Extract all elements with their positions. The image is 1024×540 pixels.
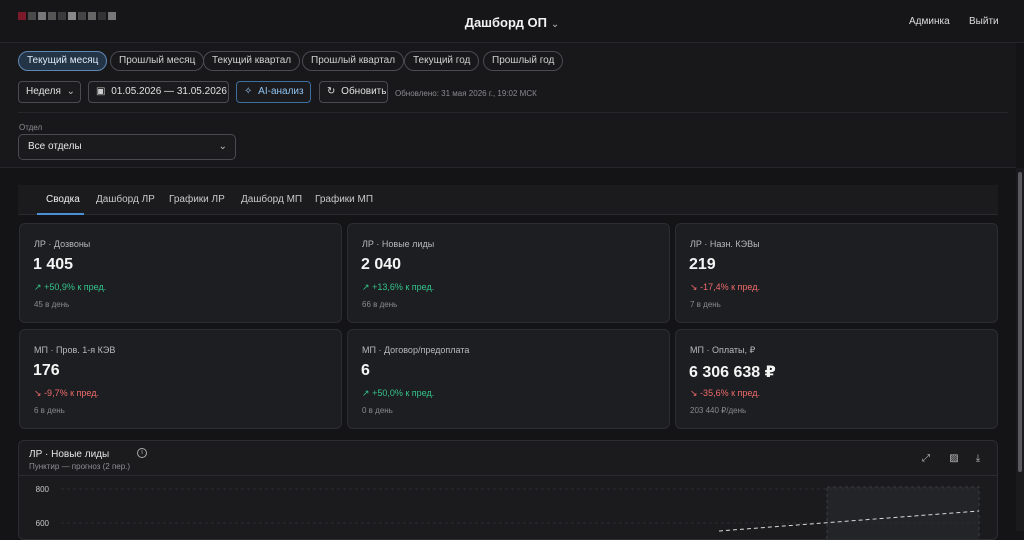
- kpi-value: 6 306 638 ₽: [689, 364, 776, 381]
- calendar-icon: ▣: [96, 86, 106, 97]
- kpi-per-day: 6 в день: [34, 406, 65, 415]
- tab-lr-dashboard[interactable]: Дашборд ЛР: [96, 194, 155, 205]
- kpi-card: ЛР · Дозвоны 1 405 ↗ +50,9% к пред. 45 в…: [19, 223, 342, 323]
- period-last-quarter[interactable]: Прошлый квартал: [302, 51, 405, 71]
- chart-title: ЛР · Новые лиды: [29, 449, 110, 460]
- updated-timestamp: Обновлено: 31 мая 2026 г., 19:02 МСК: [395, 89, 537, 98]
- admin-link[interactable]: Админка: [909, 16, 950, 27]
- period-current-year[interactable]: Текущий год: [404, 51, 480, 71]
- trend-down-icon: ↘: [34, 388, 42, 398]
- department-value: Все отделы: [28, 141, 82, 152]
- kpi-change: ↘ -17,4% к пред.: [690, 282, 760, 293]
- date-range-value: 01.05.2026 — 31.05.2026: [111, 86, 227, 97]
- refresh-icon: ↻: [327, 86, 336, 97]
- scrollbar-thumb[interactable]: [1018, 172, 1022, 472]
- date-range-picker[interactable]: ▣ 01.05.2026 — 31.05.2026: [88, 81, 229, 103]
- info-icon[interactable]: i: [137, 448, 147, 458]
- kpi-change: ↘ -35,6% к пред.: [690, 388, 760, 399]
- logout-link[interactable]: Выйти: [969, 16, 999, 27]
- forecast-region: [826, 486, 980, 539]
- kpi-per-day: 66 в день: [362, 300, 398, 309]
- kpi-title: МП · Договор/предоплата: [362, 345, 470, 355]
- kpi-card: ЛР · Назн. КЭВы 219 ↘ -17,4% к пред. 7 в…: [675, 223, 998, 323]
- tabs-bar: Сводка Дашборд ЛР Графики ЛР Дашборд МП …: [18, 185, 998, 215]
- forecast-line: [718, 510, 980, 532]
- tab-lr-charts[interactable]: Графики ЛР: [169, 194, 225, 205]
- logo: [18, 12, 116, 20]
- top-bar: Дашборд ОП ⌄ Админка Выйти: [0, 0, 1024, 43]
- trend-up-icon: ↗: [34, 282, 42, 292]
- kpi-per-day: 7 в день: [690, 300, 721, 309]
- kpi-value: 176: [33, 362, 60, 379]
- kpi-title: МП · Пров. 1-я КЭВ: [34, 345, 116, 355]
- kpi-card: МП · Пров. 1-я КЭВ 176 ↘ -9,7% к пред. 6…: [19, 329, 342, 429]
- chevron-down-icon: ⌄: [66, 86, 75, 97]
- scrollbar[interactable]: [1016, 168, 1024, 531]
- kpi-title: ЛР · Назн. КЭВы: [690, 239, 760, 249]
- tab-summary[interactable]: Сводка: [46, 194, 80, 205]
- kpi-change: ↗ +50,9% к пред.: [34, 282, 106, 293]
- filters-panel: Текущий месяц Прошлый месяц Текущий квар…: [0, 43, 1016, 168]
- kpi-change-text: -35,6% к пред.: [700, 388, 760, 398]
- trend-down-icon: ↘: [690, 388, 698, 398]
- kpi-change-text: +50,0% к пред.: [372, 388, 435, 398]
- tab-mp-charts[interactable]: Графики МП: [315, 194, 374, 205]
- trend-down-icon: ↘: [690, 282, 698, 292]
- kpi-change: ↗ +13,6% к пред.: [362, 282, 434, 293]
- chevron-down-icon: ⌄: [218, 141, 227, 152]
- chart-plot: 800 600: [36, 485, 980, 539]
- department-label: Отдел: [19, 123, 43, 132]
- kpi-change-text: +50,9% к пред.: [44, 282, 107, 292]
- trend-up-icon: ↗: [362, 282, 370, 292]
- divider: [18, 112, 1008, 113]
- kpi-title: ЛР · Дозвоны: [34, 239, 91, 249]
- ai-analysis-label: AI-анализ: [258, 86, 304, 97]
- kpi-change-text: -9,7% к пред.: [44, 388, 99, 398]
- period-current-quarter[interactable]: Текущий квартал: [203, 51, 301, 71]
- kpi-change: ↗ +50,0% к пред.: [362, 388, 434, 399]
- active-tab-indicator: [37, 213, 84, 215]
- trend-up-icon: ↗: [362, 388, 370, 398]
- kpi-card: ЛР · Новые лиды 2 040 ↗ +13,6% к пред. 6…: [347, 223, 670, 323]
- kpi-per-day: 0 в день: [362, 406, 393, 415]
- chevron-down-icon: ⌄: [550, 19, 560, 30]
- granularity-value: Неделя: [26, 86, 61, 97]
- y-tick-label: 600: [36, 519, 50, 528]
- kpi-change-text: +13,6% к пред.: [372, 282, 435, 292]
- tab-mp-dashboard[interactable]: Дашборд МП: [241, 194, 303, 205]
- chart-panel: ЛР · Новые лиды i Пунктир — прогноз (2 п…: [18, 440, 998, 540]
- department-select[interactable]: Все отделы ⌄: [18, 134, 236, 160]
- kpi-value: 6: [361, 362, 370, 379]
- period-last-year[interactable]: Прошлый год: [483, 51, 564, 71]
- image-export-icon[interactable]: ▨: [949, 453, 959, 464]
- kpi-title: ЛР · Новые лиды: [362, 239, 435, 249]
- kpi-value: 219: [689, 256, 716, 273]
- y-tick-label: 800: [36, 485, 50, 494]
- refresh-label: Обновить: [341, 86, 387, 97]
- sparkle-icon: ✧: [244, 86, 253, 97]
- kpi-change: ↘ -9,7% к пред.: [34, 388, 99, 399]
- expand-icon[interactable]: ⤢: [922, 453, 930, 464]
- kpi-value: 1 405: [33, 256, 74, 273]
- kpi-title: МП · Оплаты, ₽: [690, 345, 756, 355]
- dashboard-title: Дашборд ОП: [464, 15, 547, 30]
- kpi-per-day: 45 в день: [34, 300, 70, 309]
- kpi-card: МП · Оплаты, ₽ 6 306 638 ₽ ↘ -35,6% к пр…: [675, 329, 998, 429]
- period-last-month[interactable]: Прошлый месяц: [110, 51, 205, 71]
- download-icon[interactable]: ⤓: [975, 453, 981, 464]
- kpi-change-text: -17,4% к пред.: [700, 282, 760, 292]
- granularity-select[interactable]: Неделя ⌄: [18, 81, 81, 103]
- kpi-card: МП · Договор/предоплата 6 ↗ +50,0% к пре…: [347, 329, 670, 429]
- ai-analysis-button[interactable]: ✧ AI-анализ: [236, 81, 311, 103]
- dashboard-selector[interactable]: Дашборд ОП ⌄: [0, 15, 1024, 30]
- period-current-month[interactable]: Текущий месяц: [18, 51, 108, 71]
- kpi-value: 2 040: [361, 256, 402, 273]
- chart-subtitle: Пунктир — прогноз (2 пер.): [29, 462, 131, 471]
- kpi-per-day: 203 440 ₽/день: [690, 406, 747, 415]
- refresh-button[interactable]: ↻ Обновить: [319, 81, 388, 103]
- chart-header-divider: [19, 475, 997, 476]
